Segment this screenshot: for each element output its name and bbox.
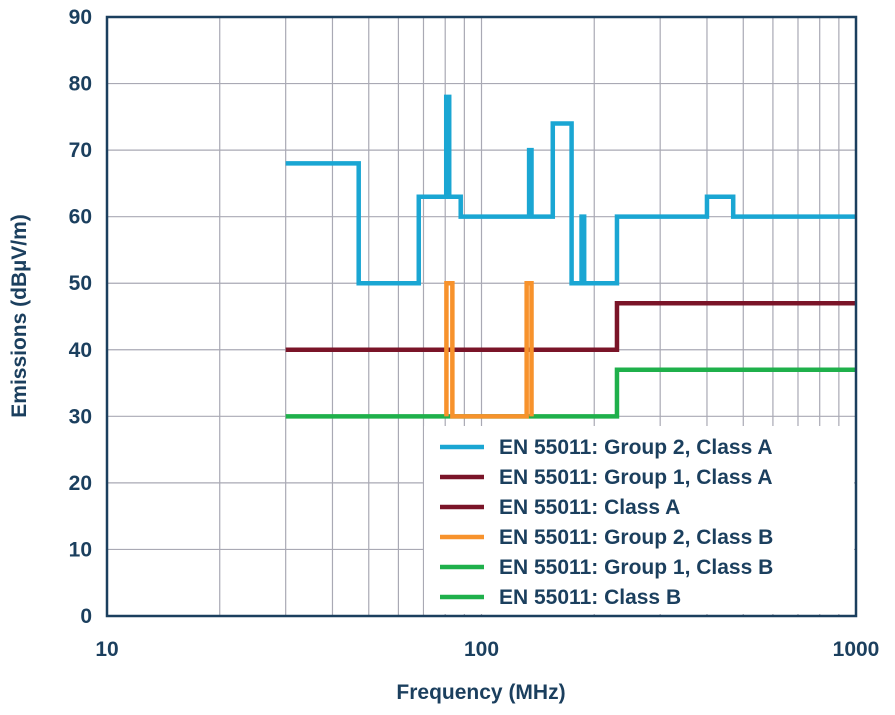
series-line-2	[285, 300, 856, 353]
y-tick-label: 50	[69, 272, 92, 295]
plot-frame	[105, 15, 858, 618]
legend-label: EN 55011: Group 1, Class A	[499, 466, 773, 489]
series-line-5	[285, 367, 856, 419]
series-line-4	[444, 280, 534, 419]
x-tick-label: 1000	[833, 638, 880, 661]
legend-label: EN 55011: Group 1, Class B	[499, 556, 773, 579]
y-tick-label: 0	[80, 605, 92, 628]
series-lines	[285, 94, 856, 419]
legend-label: EN 55011: Group 2, Class A	[499, 436, 773, 459]
y-tick-label: 10	[69, 538, 92, 561]
y-tick-label: 30	[69, 405, 92, 428]
y-tick-label: 20	[69, 472, 92, 495]
legend-label: EN 55011: Class A	[499, 496, 680, 519]
y-tick-label: 70	[69, 139, 92, 162]
y-tick-label: 40	[69, 339, 92, 362]
legend: EN 55011: Group 2, Class A EN 55011: Grou…	[424, 426, 854, 614]
y-tick-label: 90	[69, 6, 92, 29]
y-axis-title: Emissions (dBµV/m)	[8, 214, 31, 417]
legend-label: EN 55011: Group 2, Class B	[499, 526, 773, 549]
x-tick-label: 10	[95, 638, 118, 661]
x-axis-title: Frequency (MHz)	[396, 681, 565, 704]
legend-background	[424, 426, 854, 614]
plot-border	[105, 15, 858, 618]
series-line-1	[285, 94, 856, 286]
legend-label: EN 55011: Class B	[499, 586, 681, 609]
x-tick-label: 100	[464, 638, 499, 661]
y-tick-label: 60	[69, 206, 92, 229]
y-tick-label: 80	[69, 73, 92, 96]
